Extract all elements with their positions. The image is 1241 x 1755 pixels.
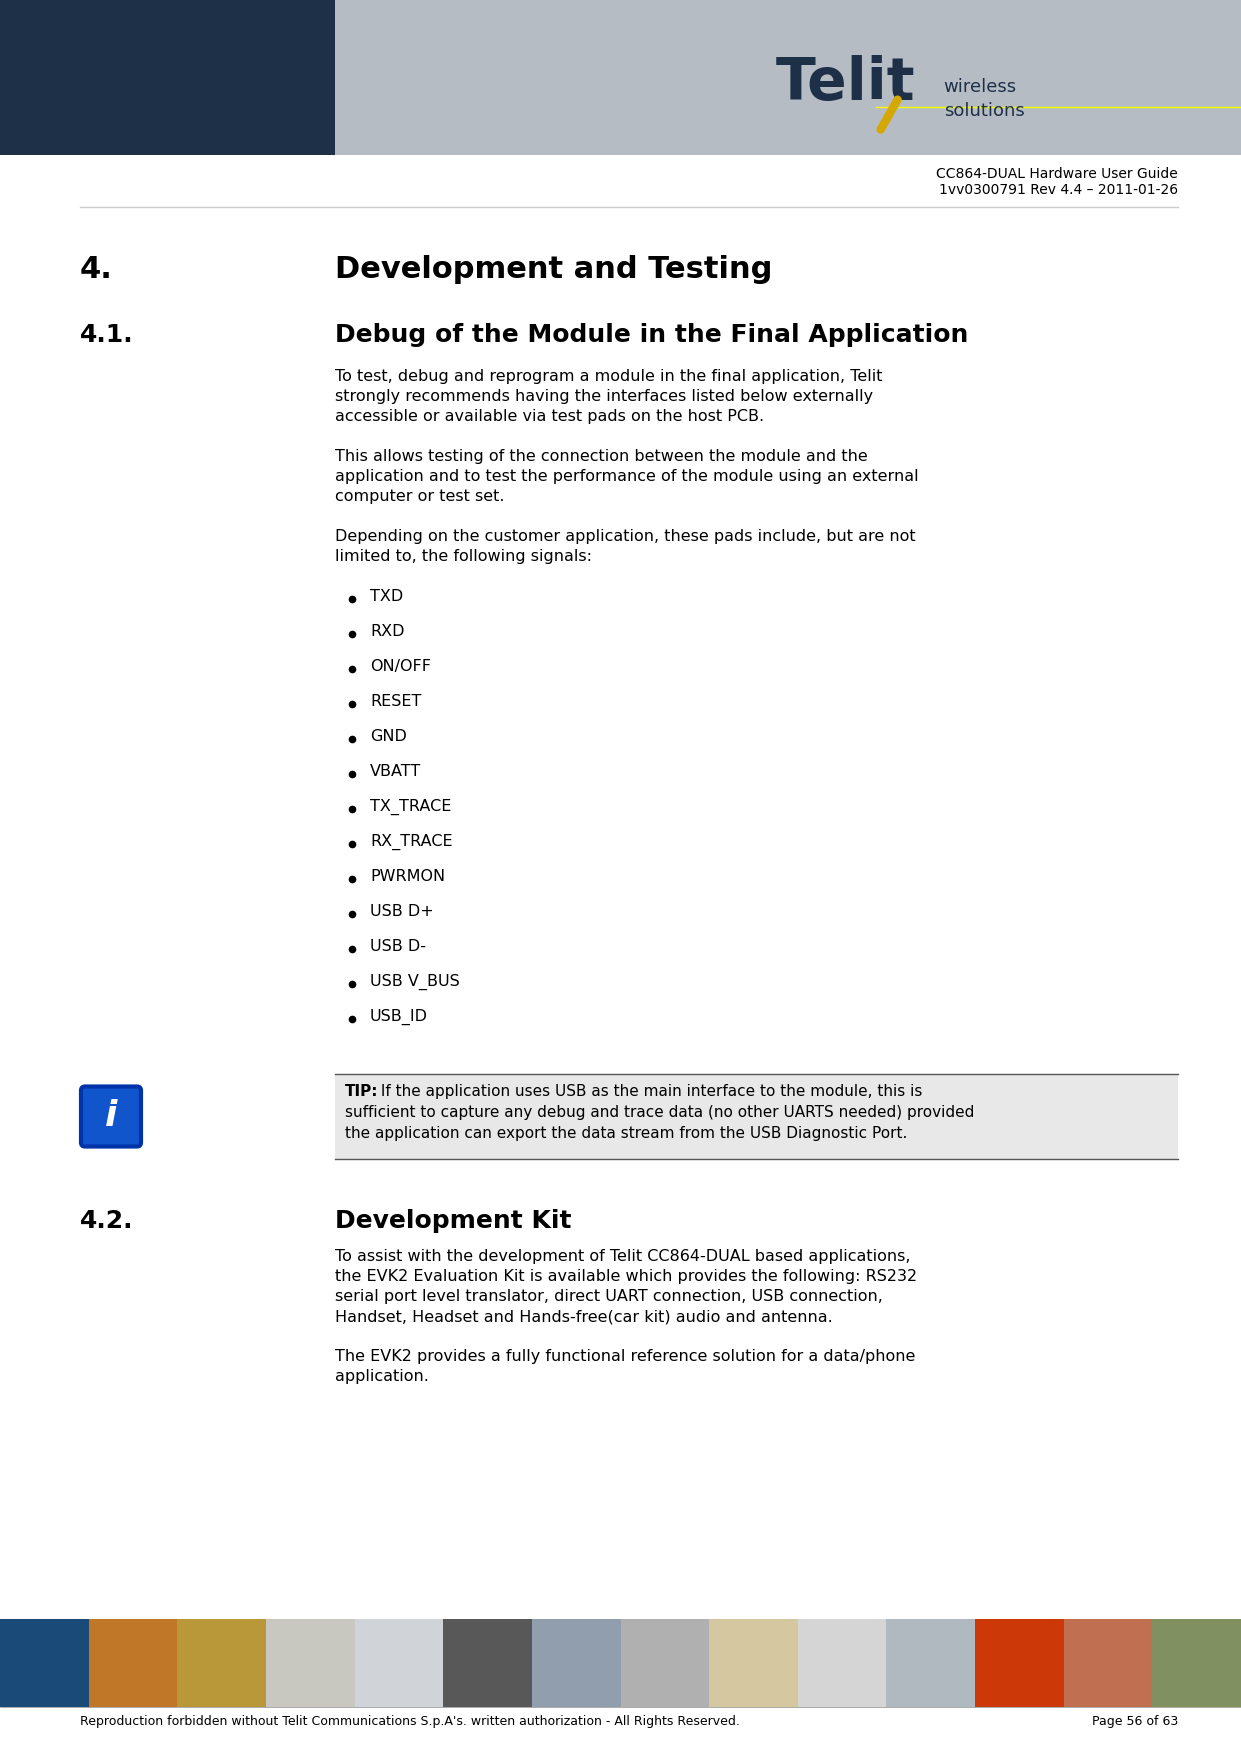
Text: application and to test the performance of the module using an external: application and to test the performance …	[335, 469, 918, 484]
Text: USB D+: USB D+	[370, 904, 434, 920]
Text: Page 56 of 63: Page 56 of 63	[1092, 1715, 1178, 1729]
Text: The EVK2 provides a fully functional reference solution for a data/phone: The EVK2 provides a fully functional ref…	[335, 1350, 916, 1364]
Text: computer or test set.: computer or test set.	[335, 490, 505, 504]
Text: 4.2.: 4.2.	[79, 1209, 134, 1234]
Bar	[709, 1620, 798, 1708]
Text: limited to, the following signals:: limited to, the following signals:	[335, 549, 592, 563]
Text: VBATT: VBATT	[370, 763, 421, 779]
Text: sufficient to capture any debug and trace data (no other UARTS needed) provided: sufficient to capture any debug and trac…	[345, 1106, 974, 1120]
FancyBboxPatch shape	[81, 1086, 141, 1146]
Text: GND: GND	[370, 728, 407, 744]
Text: RESET: RESET	[370, 693, 422, 709]
Text: application.: application.	[335, 1369, 429, 1385]
Text: USB_ID: USB_ID	[370, 1009, 428, 1025]
Bar	[177, 1620, 266, 1708]
Text: Handset, Headset and Hands-free(car kit) audio and antenna.: Handset, Headset and Hands-free(car kit)…	[335, 1309, 833, 1323]
Bar	[0, 1620, 88, 1708]
Text: Development Kit: Development Kit	[335, 1209, 572, 1234]
Bar	[975, 1620, 1064, 1708]
Text: accessible or available via test pads on the host PCB.: accessible or available via test pads on…	[335, 409, 764, 425]
Text: USB D-: USB D-	[370, 939, 426, 955]
Text: the application can export the data stream from the USB Diagnostic Port.: the application can export the data stre…	[345, 1127, 907, 1141]
Bar	[1153, 1620, 1241, 1708]
Bar	[0, 0, 335, 154]
Text: serial port level translator, direct UART connection, USB connection,: serial port level translator, direct UAR…	[335, 1288, 882, 1304]
Bar	[532, 1620, 620, 1708]
Text: This allows testing of the connection between the module and the: This allows testing of the connection be…	[335, 449, 867, 463]
Text: Telit: Telit	[776, 54, 916, 112]
Text: 4.1.: 4.1.	[79, 323, 134, 347]
Bar	[443, 1620, 532, 1708]
Bar	[1064, 1620, 1153, 1708]
Bar	[798, 1620, 886, 1708]
Text: the EVK2 Evaluation Kit is available which provides the following: RS232: the EVK2 Evaluation Kit is available whi…	[335, 1269, 917, 1285]
Text: TX_TRACE: TX_TRACE	[370, 799, 452, 816]
Text: wireless
solutions: wireless solutions	[943, 77, 1024, 119]
Text: strongly recommends having the interfaces listed below externally: strongly recommends having the interface…	[335, 390, 874, 404]
Bar	[355, 1620, 443, 1708]
Text: RXD: RXD	[370, 625, 405, 639]
Bar	[88, 1620, 177, 1708]
Text: If the application uses USB as the main interface to the module, this is: If the application uses USB as the main …	[376, 1085, 922, 1099]
Text: To assist with the development of Telit CC864-DUAL based applications,: To assist with the development of Telit …	[335, 1250, 911, 1264]
Text: USB V_BUS: USB V_BUS	[370, 974, 459, 990]
Bar	[0, 0, 1241, 154]
Text: RX_TRACE: RX_TRACE	[370, 834, 453, 849]
Text: ON/OFF: ON/OFF	[370, 658, 431, 674]
Text: Debug of the Module in the Final Application: Debug of the Module in the Final Applica…	[335, 323, 968, 347]
Bar	[266, 1620, 355, 1708]
Bar	[620, 1620, 709, 1708]
Text: 1vv0300791 Rev 4.4 – 2011-01-26: 1vv0300791 Rev 4.4 – 2011-01-26	[939, 183, 1178, 197]
Text: To test, debug and reprogram a module in the final application, Telit: To test, debug and reprogram a module in…	[335, 369, 882, 384]
Text: PWRMON: PWRMON	[370, 869, 446, 885]
Text: 4.: 4.	[79, 254, 113, 284]
Text: TIP:: TIP:	[345, 1085, 379, 1099]
Text: Depending on the customer application, these pads include, but are not: Depending on the customer application, t…	[335, 528, 916, 544]
Text: TXD: TXD	[370, 590, 403, 604]
Text: CC864-DUAL Hardware User Guide: CC864-DUAL Hardware User Guide	[936, 167, 1178, 181]
Bar	[886, 1620, 975, 1708]
Text: Reproduction forbidden without Telit Communications S.p.A's. written authorizati: Reproduction forbidden without Telit Com…	[79, 1715, 740, 1729]
Text: i: i	[104, 1099, 117, 1134]
Bar	[335, 1074, 1178, 1158]
Text: Development and Testing: Development and Testing	[335, 254, 772, 284]
